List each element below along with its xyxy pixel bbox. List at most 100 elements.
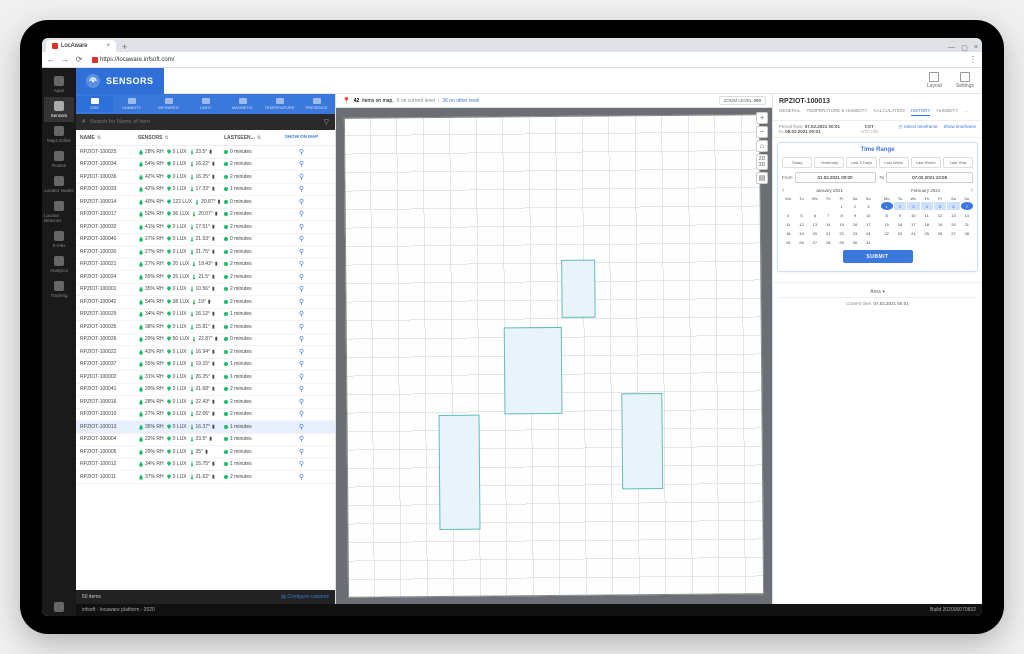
show-on-map-pin[interactable]: ⚲ [272, 423, 331, 431]
window-minimize-icon[interactable]: — [948, 44, 955, 52]
nav-forward-icon[interactable]: → [60, 55, 70, 65]
show-on-map-pin[interactable]: ⚲ [272, 173, 331, 181]
calendar-day[interactable]: 11 [782, 220, 794, 228]
tab-close-icon[interactable]: × [107, 43, 111, 49]
show-on-map-pin[interactable]: ⚲ [272, 160, 331, 168]
show-on-map-pin[interactable]: ⚲ [272, 223, 331, 231]
sensor-row[interactable]: RPZIOT-10001027% RH0 LUX22.06°▮2 minutes… [76, 409, 335, 422]
tool-infrared[interactable]: INFRARED [150, 96, 187, 112]
rail-item-maps-editor[interactable]: Maps Editor [44, 122, 74, 147]
sensor-row[interactable]: RPZIOT-10001137% RH0 LUX21.62°▮2 minutes… [76, 471, 335, 484]
filter-icon[interactable]: ▽ [324, 118, 329, 126]
calendar-day[interactable]: 2 [849, 202, 861, 210]
sensor-row[interactable]: RPZIOT-10000231% RH0 LUX26.25°▮1 minutes… [76, 371, 335, 384]
calendar-day[interactable]: 12 [934, 211, 946, 219]
sensor-row[interactable]: RPZIOT-10003027% RH0 LUX21.75°▮2 minutes… [76, 246, 335, 259]
configure-columns-link[interactable]: ▤ Configure columns [281, 594, 329, 600]
show-on-map-pin[interactable]: ⚲ [272, 235, 331, 243]
calendar-day[interactable]: 6 [947, 202, 959, 210]
preset-button[interactable]: Last Week [879, 157, 909, 168]
col-sensors[interactable]: SENSORS⇅ [138, 135, 224, 141]
sensor-row[interactable]: RPZIOT-10000422% RH0 LUX23.5°▮1 minutes⚲ [76, 434, 335, 447]
calendar-day[interactable]: 9 [849, 211, 861, 219]
show-on-map-pin[interactable]: ⚲ [272, 435, 331, 443]
preset-button[interactable]: Last 3 Days [846, 157, 876, 168]
preset-button[interactable]: Today [782, 157, 812, 168]
sensor-row[interactable]: RPZIOT-10002455% RH25 LUX21.5°▮2 minutes… [76, 271, 335, 284]
from-date-input[interactable]: 01.02.2021 00:00 [795, 172, 876, 183]
calendar-day[interactable]: 22 [835, 229, 847, 237]
calendar-day[interactable]: 17 [907, 220, 919, 228]
sensor-row[interactable]: RPZIOT-10001440% RH122 LUX20.87°▮0 minut… [76, 196, 335, 209]
calendar-day[interactable]: 28 [822, 238, 834, 246]
sensor-row[interactable]: RPZIOT-10004027% RH0 LUX21.53°▮0 minutes… [76, 234, 335, 247]
calendar-day[interactable]: 28 [961, 229, 973, 237]
calendar-day[interactable]: 25 [921, 229, 933, 237]
sensor-row[interactable]: RPZIOT-10004129% RH0 LUX21.68°▮2 minutes… [76, 384, 335, 397]
sensor-row[interactable]: RPZIOT-10004254% RH38 LUX19°▮2 minutes⚲ [76, 296, 335, 309]
calendar-day[interactable]: 15 [881, 220, 893, 228]
calendar-day[interactable]: 29 [835, 238, 847, 246]
show-on-map-pin[interactable]: ⚲ [272, 298, 331, 306]
submit-button[interactable]: SUBMIT [843, 250, 913, 263]
select-timeframe-link[interactable]: ◷ Select timeframe [899, 124, 938, 130]
sensor-row[interactable]: RPZIOT-10002934% RH0 LUX16.12°▮1 minutes… [76, 309, 335, 322]
detail-tab[interactable]: GENERAL [779, 108, 801, 116]
col-showonmap[interactable]: SHOW ON MAP [272, 135, 331, 140]
detail-tab[interactable]: HISTORY [911, 108, 931, 116]
calendar-day[interactable]: 10 [862, 211, 874, 219]
calendar-day[interactable]: 9 [894, 211, 906, 219]
calendar-day[interactable]: 11 [921, 211, 933, 219]
sensor-row[interactable]: RPZIOT-10001335% RH0 LUX16.37°▮1 minutes… [76, 421, 335, 434]
rail-item-routes[interactable]: Routes [44, 147, 74, 172]
tool-co2[interactable]: CO2 [76, 96, 113, 112]
calendar-day[interactable]: 31 [862, 238, 874, 246]
rail-item-e-inks[interactable]: E-Inks [44, 227, 74, 252]
tool-temperature[interactable]: TEMPERATURE [261, 96, 298, 112]
zoom-in-button[interactable]: + [756, 112, 768, 124]
show-on-map-pin[interactable]: ⚲ [272, 360, 331, 368]
calendar-day[interactable]: 21 [961, 220, 973, 228]
show-on-map-pin[interactable]: ⚲ [272, 473, 331, 481]
area-row[interactable]: Area ▾ [779, 287, 976, 298]
calendar-day[interactable]: 5 [795, 211, 807, 219]
nav-reload-icon[interactable]: ⟳ [74, 55, 84, 65]
calendar-day[interactable]: 20 [947, 220, 959, 228]
sensor-row[interactable]: RPZIOT-10003755% RH0 LUX19.15°▮1 minutes… [76, 359, 335, 372]
search-input[interactable] [90, 119, 320, 125]
show-on-map-pin[interactable]: ⚲ [272, 335, 331, 343]
sensor-row[interactable]: RPZIOT-10000135% RH0 LUX10.56°▮2 minutes… [76, 284, 335, 297]
detail-tab[interactable]: HUMIDITY [936, 108, 958, 116]
calendar-grid[interactable]: MoTuWeThFrSaSu12345678910111213141516171… [881, 196, 974, 237]
calendar-day[interactable]: 15 [835, 220, 847, 228]
map-2d3d-toggle[interactable]: 2D3D [756, 154, 768, 170]
rail-item-analytics[interactable]: Analytics [44, 252, 74, 277]
tool-humidity[interactable]: HUMIDITY [113, 96, 150, 112]
calendar-day[interactable]: 23 [849, 229, 861, 237]
calendar-day[interactable]: 22 [881, 229, 893, 237]
calendar-day[interactable]: 14 [822, 220, 834, 228]
show-on-map-pin[interactable]: ⚲ [272, 248, 331, 256]
detail-tab[interactable]: … [964, 108, 969, 116]
calendar-day[interactable]: 27 [809, 238, 821, 246]
nav-back-icon[interactable]: ← [46, 55, 56, 65]
calendar-day[interactable]: 8 [881, 211, 893, 219]
map-layers-button[interactable]: ▤ [756, 172, 768, 184]
show-on-map-pin[interactable]: ⚲ [272, 385, 331, 393]
sensor-row[interactable]: RPZIOT-10003342% RH0 LUX17.33°▮1 minutes… [76, 184, 335, 197]
tool-magnetic[interactable]: MAGNETIC [224, 96, 261, 112]
show-timeframe-link[interactable]: Show timeframe [943, 124, 976, 130]
show-on-map-pin[interactable]: ⚲ [272, 185, 331, 193]
new-tab-button[interactable]: + [116, 42, 133, 52]
map-canvas[interactable]: + − ⌂ 2D3D ▤ [336, 108, 772, 604]
show-on-map-pin[interactable]: ⚲ [272, 285, 331, 293]
rail-item-sensors[interactable]: Sensors [44, 97, 74, 122]
sensor-row[interactable]: RPZIOT-10003538% RH0 LUX15.81°▮2 minutes… [76, 321, 335, 334]
sensor-row[interactable]: RPZIOT-10003642% RH0 LUX16.25°▮2 minutes… [76, 171, 335, 184]
calendar-day[interactable]: 1 [835, 202, 847, 210]
show-on-map-pin[interactable]: ⚲ [272, 273, 331, 281]
calendar-day[interactable]: 8 [835, 211, 847, 219]
calendar-day[interactable]: 13 [947, 211, 959, 219]
show-on-map-pin[interactable]: ⚲ [272, 398, 331, 406]
sensor-row[interactable]: RPZIOT-10001234% RH0 LUX15.75°▮1 minutes… [76, 459, 335, 472]
